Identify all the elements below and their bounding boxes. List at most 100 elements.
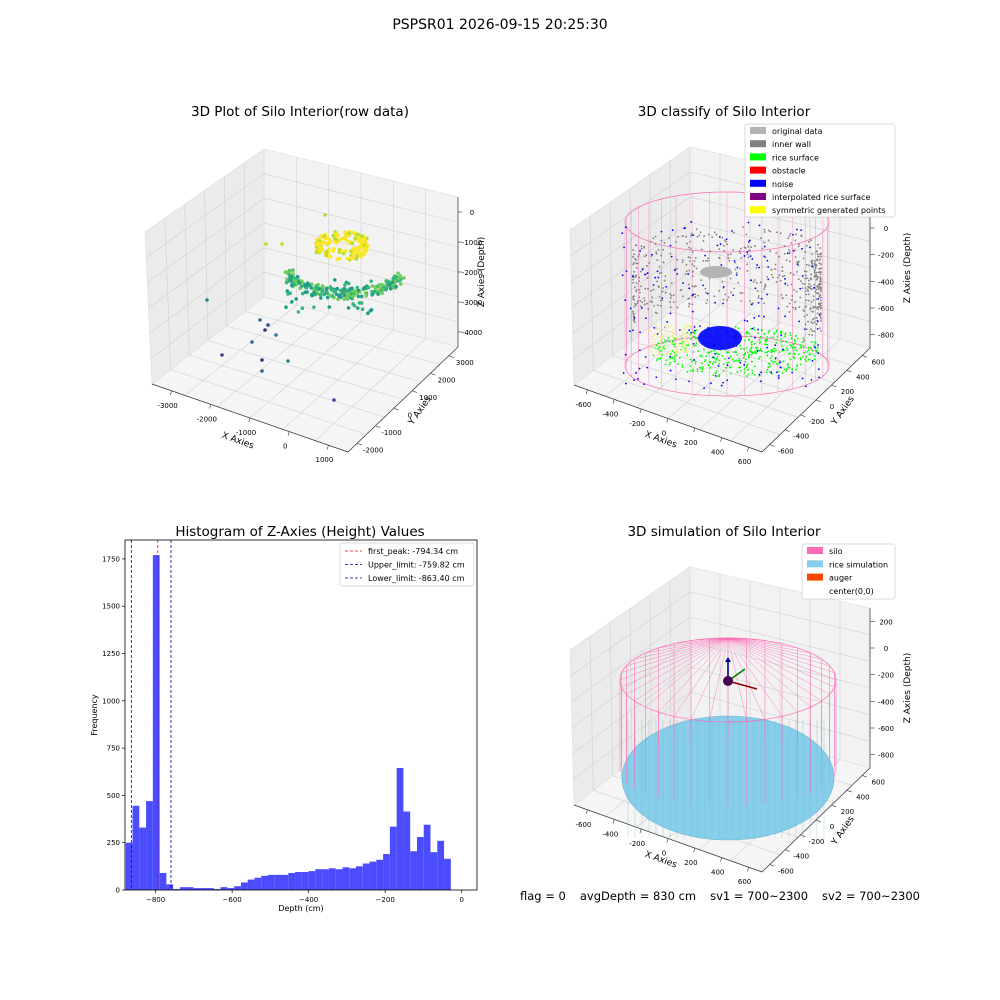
classify-noise-point [646,272,649,274]
classify-noise-point [629,307,632,310]
classify-noise-point [804,328,806,331]
raw-point [285,289,290,293]
raw-point [324,249,329,254]
raw-point [324,286,329,291]
classify-inner-wall-point [690,248,692,250]
classify-symmetric-point [682,333,685,335]
classify-inner-wall-point [740,257,743,260]
classify-inner-wall-point [668,237,671,240]
classify-rice-surface-point [745,335,747,338]
classify-legend-swatch [750,127,766,134]
raw-point [319,296,323,300]
classify-symmetric-point [682,351,685,354]
classify-symmetric-point [665,334,668,336]
classify-inner-wall-point [688,246,690,249]
classify-noise-point [777,377,780,379]
raw-point [288,277,293,282]
raw-scatter-title: 3D Plot of Silo Interior(row data) [191,104,409,120]
classify-rice-surface-point [738,357,741,360]
classify-rice-surface-point [750,354,753,356]
raw-point [369,279,373,283]
classify-inner-wall-point [790,283,793,286]
classify-symmetric-point [665,353,668,356]
histogram-y-axis-label: Frequency [90,694,99,736]
histogram-bar [125,842,133,890]
classify-inner-wall-point [798,243,800,246]
classify-rice-surface-point [772,336,775,339]
classify-inner-wall-point [739,291,742,294]
classify-inner-wall-point [807,320,809,323]
classify-symmetric-point [649,328,651,331]
classify-noise-point [813,346,816,349]
classify-rice-surface-point [807,358,810,361]
classify-inner-wall-point [790,242,793,245]
classify-inner-wall-point [815,264,818,267]
classify-noise-point [767,278,770,281]
raw-outlier-point [286,359,290,363]
classify-inner-wall-point [778,274,781,277]
classify-inner-wall-point [713,295,716,298]
raw-y-tick-mark [375,425,381,428]
classify-rice-surface-point [804,358,807,360]
classify-symmetric-point [687,342,690,345]
classify-symmetric-point [664,325,667,328]
raw-point [393,274,398,279]
raw-box-grid-line [245,311,440,365]
classify-rice-surface-point [663,345,665,347]
classify-symmetric-point [671,336,674,339]
classify-inner-wall-point [794,307,797,309]
classify-z-tick-label: -400 [878,278,894,286]
classify-noise-point [753,317,756,319]
classify-rice-surface-point [740,348,742,350]
raw-point [344,238,349,243]
classify-noise-point [714,301,717,304]
classify-inner-wall-point [638,276,641,279]
classify-noise-point [784,315,786,318]
raw-point [324,253,329,258]
classify-noise-point [687,273,690,275]
classify-rice-surface-point [779,331,782,334]
classify-inner-wall-point [632,318,635,321]
raw-point [373,285,378,289]
classify-rice-surface-point [792,355,795,358]
classify-inner-wall-point [646,302,648,305]
classify-rice-surface-point [747,368,750,371]
classify-inner-wall-point [780,293,783,296]
classify-rice-surface-point [809,353,811,355]
classify-z-tick-label: -600 [878,305,894,313]
classify-noise-point [777,374,780,377]
raw-point [289,283,294,288]
classify-inner-wall-point [687,283,690,286]
classify-inner-wall-point [779,279,782,282]
classify-inner-wall-point [807,293,810,296]
classify-inner-wall-point [761,247,764,250]
classify-rice-surface-point [800,345,802,348]
classify-inner-wall-point [660,304,662,307]
classify-rice-surface-point [669,353,672,355]
raw-y-tick-label: 1000 [419,394,437,402]
classify-symmetric-point [672,342,675,345]
classify-rice-surface-point [672,339,675,342]
classify-inner-wall-point [810,277,813,280]
classify-noise-point [624,382,627,385]
classify-inner-wall-point [742,226,744,229]
classify-noise-point [809,246,811,249]
simulation-legend-label: auger [829,574,853,583]
classify-inner-wall-point [810,261,813,264]
classify-rice-surface-point [757,357,760,360]
classify-noise-point [704,254,706,257]
classify-inner-wall-point [656,259,659,262]
classify-inner-wall-point [651,301,654,304]
raw-point [345,294,350,299]
classify-inner-wall-point [802,257,805,260]
classify-rice-surface-point [767,350,770,353]
classify-rice-surface-point [691,360,693,363]
silo-roof-spoke [727,637,811,654]
classify-inner-wall-point [813,262,816,265]
classify-inner-wall-point [695,267,698,270]
classify-rice-surface-point [810,341,813,344]
classify-inner-wall-point [685,270,688,273]
histogram-bar [179,887,187,890]
histogram-bar [173,889,180,890]
